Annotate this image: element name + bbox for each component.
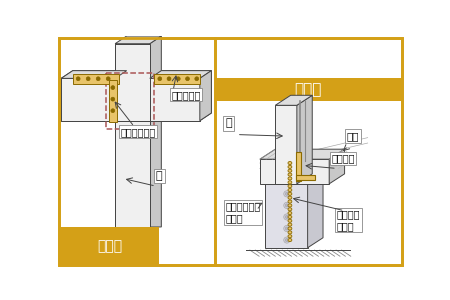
Ellipse shape <box>288 212 292 214</box>
Circle shape <box>285 227 288 230</box>
Polygon shape <box>297 95 312 184</box>
Text: コンクリート
布基礎: コンクリート 布基礎 <box>225 202 261 223</box>
Circle shape <box>185 77 189 81</box>
Circle shape <box>285 192 288 195</box>
Ellipse shape <box>288 165 292 168</box>
Ellipse shape <box>288 173 292 176</box>
Polygon shape <box>153 74 200 84</box>
Circle shape <box>284 214 290 220</box>
Ellipse shape <box>288 161 292 165</box>
Bar <box>109 80 117 122</box>
Ellipse shape <box>288 227 292 230</box>
Polygon shape <box>115 44 150 121</box>
Circle shape <box>111 86 115 89</box>
Polygon shape <box>275 95 312 105</box>
Circle shape <box>96 77 100 81</box>
Ellipse shape <box>288 177 292 180</box>
Polygon shape <box>329 149 345 184</box>
Ellipse shape <box>288 215 292 218</box>
Ellipse shape <box>288 223 292 226</box>
Bar <box>106 73 153 129</box>
Polygon shape <box>61 78 200 121</box>
Bar <box>296 152 302 181</box>
Polygon shape <box>265 182 308 248</box>
Polygon shape <box>260 159 329 184</box>
Text: アンカー
ボルト: アンカー ボルト <box>337 209 360 231</box>
Ellipse shape <box>288 184 292 188</box>
Circle shape <box>285 215 288 218</box>
Ellipse shape <box>288 181 292 184</box>
Circle shape <box>176 77 180 81</box>
Polygon shape <box>115 121 150 227</box>
Text: たんざく金物: たんざく金物 <box>121 127 156 137</box>
Polygon shape <box>61 70 212 78</box>
Ellipse shape <box>288 192 292 195</box>
Bar <box>215 78 402 101</box>
Text: 金物補強: 金物補強 <box>332 153 355 163</box>
Polygon shape <box>200 70 212 121</box>
Ellipse shape <box>288 208 292 211</box>
Polygon shape <box>150 36 161 227</box>
Ellipse shape <box>288 231 292 234</box>
Circle shape <box>76 77 80 81</box>
Ellipse shape <box>288 219 292 222</box>
Circle shape <box>167 77 171 81</box>
Bar <box>59 227 159 266</box>
Circle shape <box>284 191 290 197</box>
Polygon shape <box>150 78 200 121</box>
Circle shape <box>195 77 198 81</box>
Circle shape <box>111 97 115 101</box>
Polygon shape <box>61 78 115 121</box>
Circle shape <box>284 237 290 243</box>
Circle shape <box>285 204 288 207</box>
Ellipse shape <box>288 204 292 207</box>
Bar <box>296 175 315 180</box>
Circle shape <box>111 109 115 112</box>
Circle shape <box>285 238 288 242</box>
Ellipse shape <box>288 235 292 238</box>
Polygon shape <box>260 149 345 159</box>
Polygon shape <box>200 70 212 121</box>
Circle shape <box>106 77 110 81</box>
Text: 土　台: 土 台 <box>295 82 322 98</box>
Text: 土台: 土台 <box>347 131 360 141</box>
Text: 柱と梁: 柱と梁 <box>97 239 122 253</box>
Polygon shape <box>265 172 323 182</box>
Ellipse shape <box>288 238 292 242</box>
Text: 柱: 柱 <box>225 118 232 128</box>
Text: 柱: 柱 <box>156 171 162 181</box>
Polygon shape <box>73 74 119 84</box>
Circle shape <box>284 202 290 208</box>
Text: 梁又はけた: 梁又はけた <box>171 90 201 100</box>
Circle shape <box>158 77 162 81</box>
Ellipse shape <box>288 196 292 199</box>
Ellipse shape <box>288 200 292 203</box>
Polygon shape <box>115 44 150 227</box>
Ellipse shape <box>288 169 292 172</box>
Circle shape <box>86 77 90 81</box>
Polygon shape <box>115 36 161 44</box>
Ellipse shape <box>288 188 292 191</box>
Polygon shape <box>308 172 323 248</box>
Circle shape <box>284 225 290 232</box>
Polygon shape <box>61 70 127 78</box>
Polygon shape <box>150 70 211 78</box>
Polygon shape <box>275 105 297 184</box>
